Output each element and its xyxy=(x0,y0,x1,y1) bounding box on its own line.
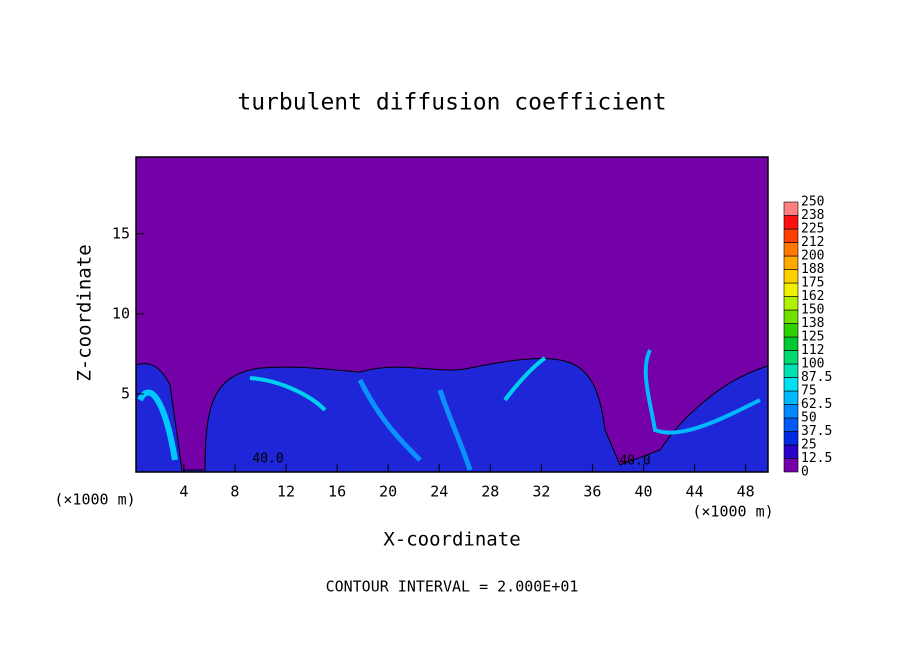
contour-label: 40.0 xyxy=(252,452,283,467)
colorbar-label: 200 xyxy=(801,249,824,264)
colorbar-label: 100 xyxy=(801,357,824,372)
colorbar-label: 150 xyxy=(801,303,824,318)
colorbar-label: 125 xyxy=(801,330,824,345)
streak xyxy=(503,356,547,402)
colorbar-band xyxy=(783,269,799,284)
colorbar-band xyxy=(783,323,799,338)
streak xyxy=(249,376,327,412)
streak xyxy=(137,389,178,461)
x-tick-label: 36 xyxy=(583,483,601,501)
contour-note: CONTOUR INTERVAL = 2.000E+01 xyxy=(326,578,579,596)
colorbar-band xyxy=(783,215,799,230)
contour-label: 40.0 xyxy=(619,454,650,469)
plot-frame xyxy=(135,156,769,473)
x-tick-label: 28 xyxy=(481,483,499,501)
colorbar-band xyxy=(783,390,799,405)
colorbar-band xyxy=(783,255,799,270)
colorbar-band xyxy=(783,309,799,324)
x-tick-label: 40 xyxy=(634,483,652,501)
colorbar-band xyxy=(783,336,799,351)
streak xyxy=(643,349,761,435)
colorbar-label: 112 xyxy=(801,343,824,358)
x-tick-label: 44 xyxy=(686,483,704,501)
colorbar-band xyxy=(783,363,799,378)
colorbar-label: 162 xyxy=(801,289,824,304)
x-tick-label: 24 xyxy=(430,483,448,501)
colorbar-label: 25 xyxy=(801,438,817,453)
y-tick-label: 15 xyxy=(112,224,130,242)
colorbar-label: 37.5 xyxy=(801,424,832,439)
colorbar-label: 250 xyxy=(801,195,824,210)
x-tick-label: 12 xyxy=(277,483,295,501)
colorbar-band xyxy=(783,377,799,392)
colorbar-band xyxy=(783,201,799,216)
colorbar-label: 87.5 xyxy=(801,370,832,385)
colorbar-band xyxy=(783,296,799,311)
x-tick-label: 20 xyxy=(379,483,397,501)
y-tick-label: 5 xyxy=(121,384,130,402)
colorbar-band xyxy=(783,282,799,297)
colorbar-band xyxy=(783,444,799,459)
x-tick-label: 48 xyxy=(737,483,755,501)
field-decoration xyxy=(135,349,769,473)
colorbar-label: 138 xyxy=(801,316,824,331)
turbulent-region xyxy=(135,357,769,473)
colorbar-band xyxy=(783,404,799,419)
x-tick-label: 4 xyxy=(179,483,188,501)
colorbar-band xyxy=(783,242,799,257)
y-tick-label: 10 xyxy=(112,304,130,322)
colorbar-label: 50 xyxy=(801,411,817,426)
x-tick-label: 32 xyxy=(532,483,550,501)
x-axis-title: X-coordinate xyxy=(383,529,520,551)
colorbar-band xyxy=(783,431,799,446)
colorbar-band xyxy=(783,228,799,243)
colorbar-label: 212 xyxy=(801,235,824,250)
colorbar-label: 175 xyxy=(801,276,824,291)
colorbar-label: 75 xyxy=(801,384,817,399)
colorbar-label: 12.5 xyxy=(801,451,832,466)
colorbar-label: 238 xyxy=(801,208,824,223)
colorbar-label: 225 xyxy=(801,222,824,237)
x-tick-label: 8 xyxy=(230,483,239,501)
colorbar-label: 0 xyxy=(801,465,809,480)
x-tick-label: 16 xyxy=(328,483,346,501)
x-unit: (×1000 m) xyxy=(54,491,135,509)
y-axis-title: Z-coordinate xyxy=(74,244,96,381)
colorbar-label: 188 xyxy=(801,262,824,277)
x-unit: (×1000 m) xyxy=(692,503,773,521)
colorbar-band xyxy=(783,350,799,365)
chart-title: turbulent diffusion coefficient xyxy=(237,90,666,116)
colorbar-label: 62.5 xyxy=(801,397,832,412)
colorbar-band xyxy=(783,417,799,432)
streak xyxy=(357,378,473,471)
colorbar-band xyxy=(783,458,799,473)
